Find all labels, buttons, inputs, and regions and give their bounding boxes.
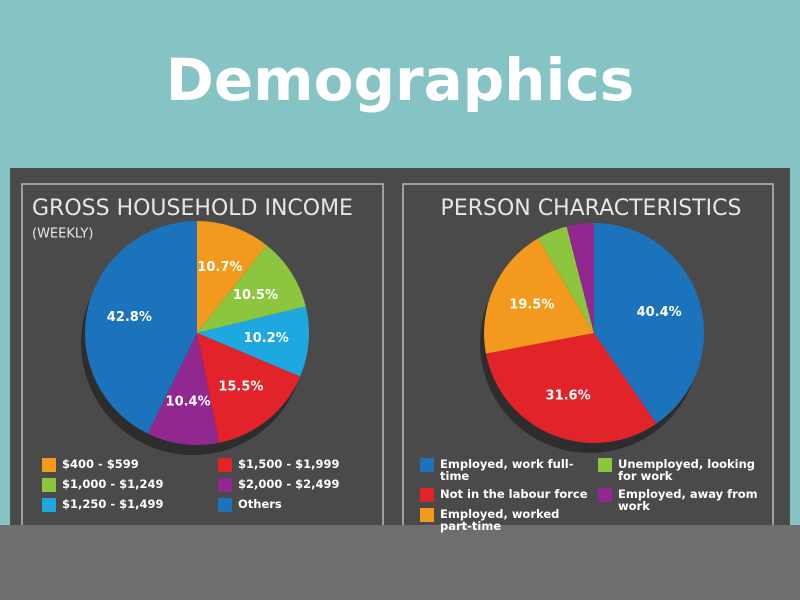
pie-slice <box>538 226 594 333</box>
legend-swatch <box>218 458 232 472</box>
value-label: 15.5% <box>218 379 263 394</box>
pie-slice <box>197 333 301 443</box>
value-label: 40.4% <box>637 305 682 320</box>
value-label: 10.4% <box>166 394 211 409</box>
legend-label: Employed, work full-time <box>440 457 574 483</box>
legend-item: Unemployed, looking for work <box>598 458 770 482</box>
legend-label: $1,250 - $1,499 <box>62 497 164 511</box>
value-label: 31.6% <box>546 389 591 404</box>
legend-swatch <box>42 458 56 472</box>
legend-item: $1,500 - $1,999 <box>218 458 388 472</box>
legend-column: $400 - $599 $1,000 - $1,249 $1,250 - $1,49… <box>42 458 212 512</box>
pie-slice <box>197 245 306 333</box>
legend-swatch <box>598 488 612 502</box>
legend-swatch <box>218 478 232 492</box>
pie-slice <box>594 223 704 424</box>
pie-slice <box>197 306 309 377</box>
chart-subtitle: (WEEKLY) <box>32 227 93 242</box>
bottom-strip <box>0 525 800 600</box>
legend-label: Not in the labour force <box>440 487 588 501</box>
legend-swatch <box>420 458 434 472</box>
legend: Employed, work full-time Not in the labou… <box>420 458 770 532</box>
value-label: 10.7% <box>197 260 242 275</box>
legend-label: Others <box>238 497 282 511</box>
legend-item: $400 - $599 <box>42 458 212 472</box>
value-label: 42.8% <box>107 310 152 325</box>
legend-label: $2,000 - $2,499 <box>238 477 340 491</box>
value-label: 10.5% <box>233 288 278 303</box>
legend-label: Unemployed, looking for work <box>618 457 756 483</box>
pie-slice <box>84 221 197 434</box>
legend-swatch <box>420 508 434 522</box>
legend-item: Others <box>218 498 388 512</box>
legend-item: Employed, work full-time <box>420 458 592 482</box>
legend-label: $1,000 - $1,249 <box>62 477 164 491</box>
legend-swatch <box>598 458 612 472</box>
page-title: Demographics <box>166 46 635 114</box>
legend-item: Employed, worked part-time <box>420 508 592 532</box>
legend-column: Employed, work full-time Not in the labou… <box>420 458 592 532</box>
legend-swatch <box>218 498 232 512</box>
legend-swatch <box>420 488 434 502</box>
legend-column: $1,500 - $1,999 $2,000 - $2,499 Others <box>218 458 388 512</box>
legend: $400 - $599 $1,000 - $1,249 $1,250 - $1,49… <box>42 458 388 512</box>
pie-slice <box>485 333 657 443</box>
value-label: 10.2% <box>244 331 289 346</box>
chart-title: PERSON CHARACTERISTICS <box>441 196 742 221</box>
pie-slice <box>566 223 594 333</box>
legend-item: $2,000 - $2,499 <box>218 478 388 492</box>
pie-slice <box>197 221 267 333</box>
legend-swatch <box>42 498 56 512</box>
pie-slice <box>147 333 220 445</box>
value-label: 19.5% <box>509 297 554 312</box>
legend-column: Unemployed, looking for work Employed, aw… <box>598 458 770 532</box>
legend-label: $400 - $599 <box>62 457 139 471</box>
legend-item: $1,250 - $1,499 <box>42 498 212 512</box>
pie-slice <box>484 238 594 354</box>
legend-label: Employed, away from work <box>618 487 758 513</box>
legend-label: $1,500 - $1,999 <box>238 457 340 471</box>
legend-label: Employed, worked part-time <box>440 507 560 533</box>
legend-swatch <box>42 478 56 492</box>
legend-item: Not in the labour force <box>420 488 592 502</box>
legend-item: $1,000 - $1,249 <box>42 478 212 492</box>
chart-title: GROSS HOUSEHOLD INCOME <box>32 196 353 221</box>
legend-item: Employed, away from work <box>598 488 770 512</box>
